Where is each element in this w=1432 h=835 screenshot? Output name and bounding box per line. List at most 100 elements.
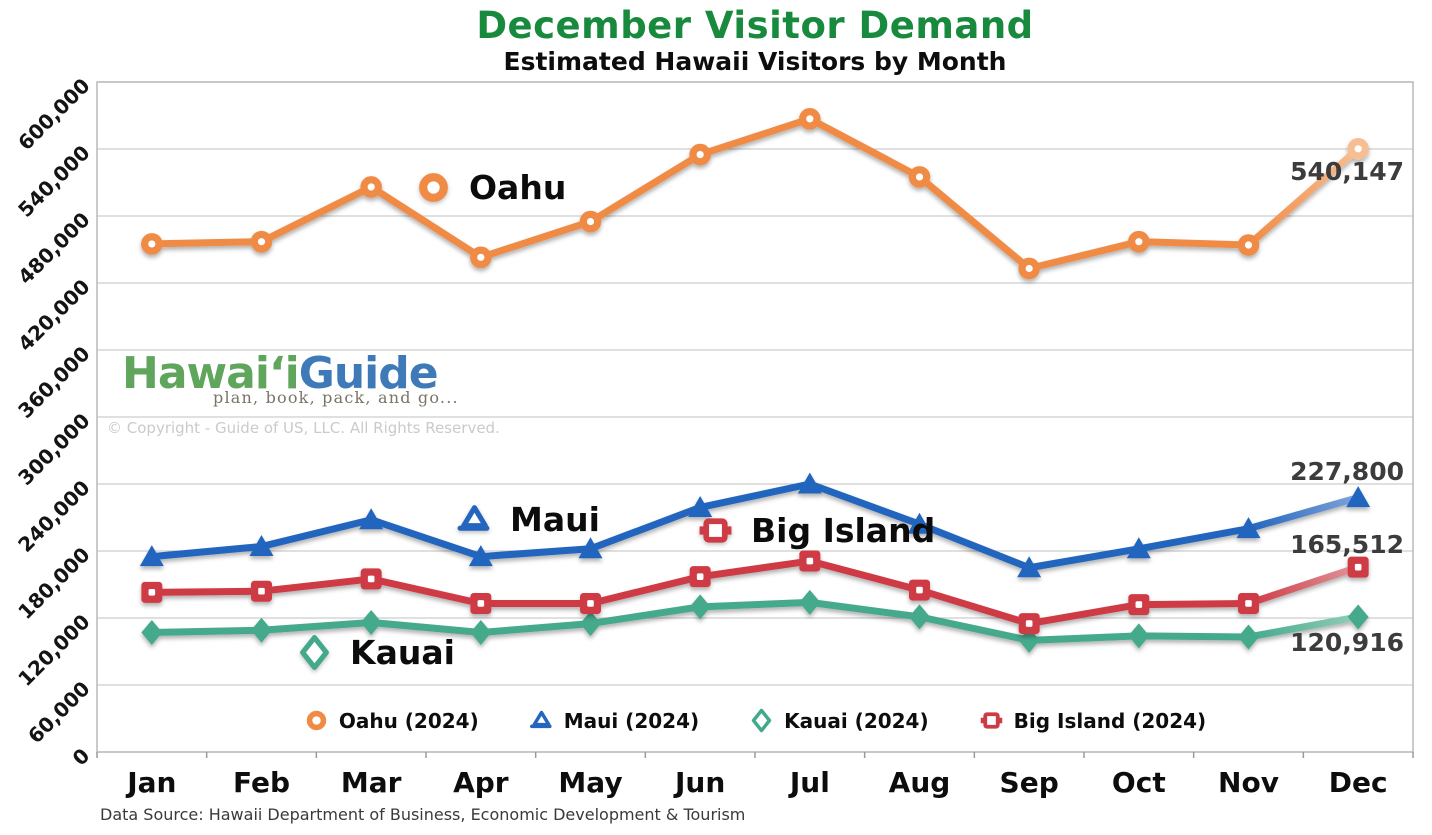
marker-kauai-mar [360,609,382,635]
marker-oahu-may [579,210,602,233]
series-label-text: Kauai [350,633,455,672]
marker-big-island-oct [1128,594,1150,616]
marker-big-island-jun [689,566,711,588]
chart-subtitle: Estimated Hawaii Visitors by Month [503,47,1007,76]
series-kauai [141,589,1369,653]
series-label-text: Oahu [469,168,567,207]
x-axis-label-jul: Jul [789,766,830,799]
marker-oahu-sep [1018,257,1040,280]
marker-kauai-aug [909,604,930,630]
marker-oahu-jan [141,233,163,255]
x-axis-label-may: May [558,766,623,799]
marker-oahu-mar [360,176,382,198]
marker-big-island-sep [1018,613,1040,635]
marker-kauai-jan [141,620,163,646]
marker-maui-jul [797,472,822,494]
series-oahu [141,108,1369,280]
x-axis-label-apr: Apr [453,766,509,799]
legend-item-big-island: Big Island (2024) [979,708,1207,733]
legend-label: Oahu (2024) [338,708,479,733]
value-label-kauai: 120,916 [1290,627,1404,657]
marker-kauai-jun [689,594,711,620]
marker-big-island-apr [470,592,492,614]
marker-oahu-jun [689,143,711,166]
series-maui [139,472,1371,578]
x-axis-label-jun: Jun [675,766,726,799]
value-label-big-island: 165,512 [1290,530,1404,560]
marker-big-island-aug [909,579,930,601]
legend-item-kauai: Kauai (2024) [749,708,929,733]
legend-item-maui: Maui (2024) [529,708,699,733]
marker-oahu-dec [1347,138,1369,160]
marker-oahu-nov [1237,234,1260,256]
marker-kauai-oct [1128,623,1150,649]
marker-kauai-dec [1347,604,1369,630]
square-marker-icon [980,712,1002,729]
x-axis-label-sep: Sep [999,766,1059,799]
legend-item-oahu: Oahu (2024) [304,708,479,733]
logo-hawaii-text: Hawaiʻi [122,348,300,399]
marker-maui-may [578,537,603,559]
triangle-marker-icon [457,505,490,531]
series-label-big-island: Big Island [697,511,935,550]
legend-label: Big Island (2024) [1013,708,1207,733]
x-axis-label-nov: Nov [1218,766,1279,799]
marker-oahu-oct [1128,230,1150,253]
series-label-kauai: Kauai [296,633,455,672]
marker-maui-dec [1346,486,1371,508]
marker-kauai-may [580,611,601,637]
marker-oahu-jul [799,108,821,130]
value-label-maui: 227,800 [1290,456,1404,486]
hawaiiguide-logo: HawaiʻiGuide [122,348,439,399]
triangle-marker-icon [529,710,552,729]
value-label-oahu: 540,147 [1290,156,1404,186]
x-axis-label-aug: Aug [888,766,951,799]
marker-maui-aug [907,512,932,534]
x-axis-label-feb: Feb [232,766,291,799]
marker-big-island-may [580,592,601,614]
marker-big-island-dec [1347,556,1369,578]
x-axis-label-jan: Jan [127,766,177,799]
marker-maui-apr [468,545,493,567]
marker-maui-oct [1126,537,1151,559]
marker-maui-sep [1017,556,1042,578]
x-axis-label-mar: Mar [340,766,402,799]
marker-big-island-feb [251,580,272,602]
copyright-notice: © Copyright - Guide of US, LLC. All Righ… [107,419,500,437]
marker-kauai-apr [470,620,492,646]
ring-marker-icon [419,173,448,202]
series-label-oahu: Oahu [415,168,566,207]
legend: Oahu (2024) Maui (2024) Kauai (2024) Big … [97,708,1413,733]
square-marker-icon [699,518,732,543]
legend-label: Kauai (2024) [784,708,929,733]
x-axis-label-oct: Oct [1111,766,1166,799]
marker-oahu-aug [908,166,931,188]
marker-maui-nov [1236,517,1261,539]
series-label-text: Maui [510,500,600,539]
series-big-island [141,550,1369,635]
marker-maui-mar [359,508,384,530]
marker-kauai-jul [799,589,821,615]
logo-tagline: plan, book, pack, and go... [213,388,459,407]
marker-kauai-nov [1238,624,1259,650]
marker-big-island-jul [799,550,821,572]
marker-kauai-feb [251,617,272,643]
diamond-marker-icon [300,635,329,670]
data-source-note: Data Source: Hawaii Department of Busine… [100,805,746,824]
marker-big-island-jan [141,581,163,603]
series-label-text: Big Island [751,511,936,550]
marker-oahu-feb [250,230,273,253]
marker-maui-feb [249,535,274,557]
ring-marker-icon [306,710,327,731]
marker-big-island-mar [360,568,382,590]
marker-oahu-apr [470,246,492,269]
series-label-maui: Maui [456,500,600,539]
diamond-marker-icon [751,708,772,733]
legend-label: Maui (2024) [563,708,700,733]
logo-guide-text: Guide [298,348,439,399]
x-axis-label-dec: Dec [1328,766,1388,799]
marker-maui-jun [688,495,713,517]
marker-big-island-nov [1238,592,1259,614]
